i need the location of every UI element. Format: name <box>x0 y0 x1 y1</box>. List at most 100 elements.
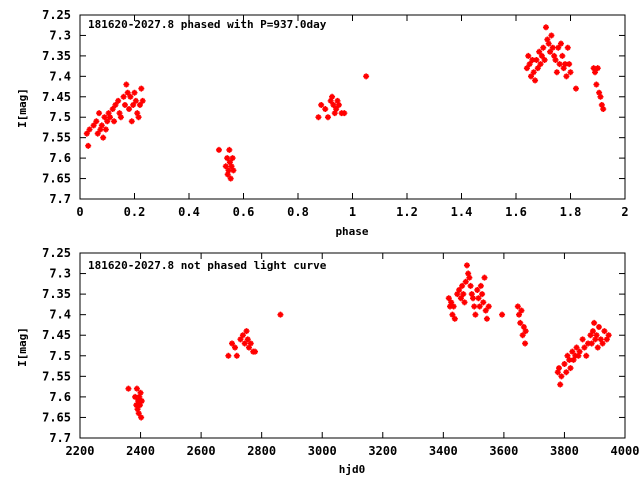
phased-data-point <box>226 146 233 153</box>
phased-data-point <box>530 69 537 76</box>
phased-data-point <box>121 101 128 108</box>
phased-data-point <box>335 101 342 108</box>
phased-data-point <box>537 61 544 68</box>
phased-x-tick-label: 1.6 <box>505 205 527 219</box>
phased-y-tick-label: 7.4 <box>49 69 71 83</box>
unphased-data-point <box>481 274 488 281</box>
unphased-data-point <box>225 352 232 359</box>
phased-plot-area: 0 0.2 0.4 0.6 0.8 1 1.2 1.4 1.6 1.8 2 7.25 7.3 7.35 7.… <box>42 8 629 219</box>
phased-data-point <box>559 52 566 59</box>
unphased-data-point <box>241 340 248 347</box>
phased-data-point <box>100 134 107 141</box>
phased-data-point <box>111 118 118 125</box>
phased-data-point <box>544 36 551 43</box>
phased-x-axis-label: phase <box>335 225 368 238</box>
unphased-data-point <box>499 311 506 318</box>
phased-data-point <box>329 93 336 100</box>
unphased-data-point <box>135 410 142 417</box>
phased-data-point <box>536 48 543 55</box>
phased-data-point <box>532 77 539 84</box>
unphased-data-point <box>563 369 570 376</box>
unphased-data-point <box>451 315 458 322</box>
unphased-data-point <box>567 365 574 372</box>
unphased-data-point <box>459 282 466 289</box>
phased-y-tick-label: 7.3 <box>49 28 71 42</box>
unphased-data-point <box>601 328 608 335</box>
phased-data-point <box>529 56 536 63</box>
unphased-x-axis-label: hjd0 <box>339 463 366 476</box>
unphased-data-point <box>588 340 595 347</box>
unphased-data-point <box>566 356 573 363</box>
unphased-data-point <box>239 332 246 339</box>
phased-data-point <box>102 126 109 133</box>
phased-data-point <box>566 61 573 68</box>
unphased-plot-frame <box>79 252 626 439</box>
unphased-data-point <box>572 352 579 359</box>
unphased-x-tick-label: 2600 <box>187 444 216 458</box>
unphased-data-point <box>557 381 564 388</box>
phased-data-point <box>131 89 138 96</box>
phased-data-point <box>541 56 548 63</box>
unphased-data-point <box>232 344 239 351</box>
phased-data-point <box>533 56 540 63</box>
phased-data-point <box>224 171 231 178</box>
phased-data-point <box>590 65 597 72</box>
phased-data-point <box>109 106 116 113</box>
phased-data-point <box>93 118 100 125</box>
unphased-data-point <box>519 332 526 339</box>
unphased-data-point <box>450 303 457 310</box>
unphased-data-point <box>474 287 481 293</box>
unphased-data-point <box>133 385 140 392</box>
phased-data-point <box>542 24 549 31</box>
unphased-data-points <box>125 262 612 421</box>
phased-data-point <box>540 44 547 51</box>
unphased-data-point <box>579 336 586 343</box>
unphased-data-point <box>233 352 240 359</box>
phased-data-point <box>334 97 341 104</box>
phased-data-point <box>551 52 558 59</box>
phased-data-point <box>132 97 139 104</box>
phased-data-point <box>115 97 122 104</box>
phased-data-point <box>549 44 556 51</box>
unphased-y-tick-label: 7.25 <box>42 246 71 260</box>
phased-data-point <box>322 106 329 113</box>
unphased-data-point <box>446 303 453 310</box>
phased-data-point <box>553 69 560 76</box>
phased-data-point <box>600 106 607 113</box>
unphased-data-point <box>472 311 479 318</box>
unphased-data-point <box>587 332 594 339</box>
unphased-data-point <box>125 385 132 392</box>
unphased-data-point <box>573 344 580 351</box>
unphased-data-point <box>480 299 487 306</box>
unphased-data-point <box>237 336 244 343</box>
unphased-data-point <box>456 287 463 293</box>
phased-data-point <box>333 106 340 113</box>
phased-data-point <box>226 159 233 166</box>
phased-data-point <box>318 101 325 108</box>
unphased-data-point <box>466 274 473 281</box>
phased-data-point <box>555 44 562 51</box>
unphased-x-tick-label: 3000 <box>308 444 337 458</box>
unphased-data-point <box>605 332 612 339</box>
unphased-data-point <box>277 311 284 318</box>
unphased-data-point <box>479 291 486 298</box>
unphased-data-point <box>462 278 469 285</box>
phased-data-point <box>224 155 231 162</box>
unphased-data-point <box>134 406 141 413</box>
phased-data-point <box>229 155 236 162</box>
unphased-data-point <box>460 291 467 298</box>
unphased-data-point <box>570 356 577 363</box>
unphased-x-tick-label: 2200 <box>66 444 95 458</box>
unphased-data-point <box>555 365 562 372</box>
unphased-data-point <box>461 299 468 306</box>
phased-panel: 181620-2027.8 phased with P=937.0day pha… <box>16 18 369 238</box>
unphased-data-point <box>448 299 455 306</box>
unphased-data-point <box>561 361 568 367</box>
unphased-data-point <box>454 291 461 298</box>
unphased-data-point <box>132 393 139 400</box>
phased-data-point <box>331 110 338 117</box>
phased-y-tick-label: 7.35 <box>42 49 71 63</box>
unphased-y-tick-label: 7.65 <box>42 410 71 424</box>
phased-x-tick-label: 0 <box>76 205 83 219</box>
phased-data-point <box>225 167 232 174</box>
